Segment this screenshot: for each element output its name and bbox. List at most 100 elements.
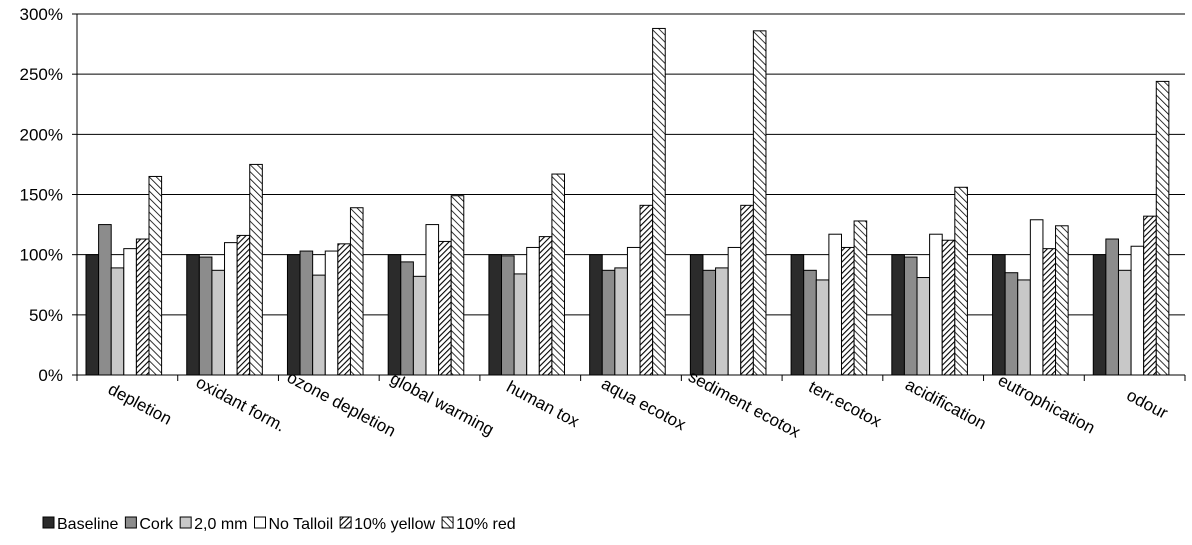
bar-cork — [299, 250, 314, 376]
bar-2-0-mm — [1117, 269, 1132, 376]
bar-10-red — [853, 220, 868, 376]
legend-label: 2,0 mm — [194, 516, 247, 533]
x-category-label: terr.ecotox — [806, 377, 885, 431]
legend-label: Cork — [139, 516, 174, 533]
y-tick-label: 50% — [29, 306, 63, 325]
bar-no-talloil — [425, 224, 440, 376]
bar-cork — [98, 224, 112, 376]
bar-baseline — [589, 254, 603, 376]
bar-no-talloil — [123, 248, 137, 376]
bar-baseline — [790, 254, 805, 376]
bar-10-red — [450, 195, 465, 376]
bar-baseline — [488, 254, 503, 376]
bar-2-0-mm — [312, 274, 326, 376]
bar-baseline — [286, 254, 301, 376]
bar-2-0-mm — [513, 273, 528, 376]
bar-10-yellow — [337, 243, 351, 376]
bar-no-talloil — [324, 250, 339, 376]
legend-swatch — [179, 516, 192, 529]
x-category-label: oxidant form. — [193, 373, 289, 436]
bar-10-yellow — [639, 204, 654, 376]
bar-baseline — [891, 254, 905, 376]
x-category-label: acidification — [902, 375, 989, 433]
bar-2-0-mm — [916, 277, 931, 376]
bar-10-yellow — [538, 236, 553, 376]
bar-2-0-mm — [1017, 279, 1031, 376]
y-tick-label: 0% — [38, 366, 63, 385]
bars — [85, 27, 1170, 376]
bar-10-yellow — [236, 234, 251, 376]
bar-baseline — [1092, 254, 1107, 376]
bar-no-talloil — [727, 246, 742, 376]
bar-2-0-mm — [815, 279, 830, 376]
y-tick-label: 300% — [20, 5, 63, 24]
bar-2-0-mm — [211, 269, 226, 376]
x-category-label: global warming — [387, 369, 497, 439]
bar-no-talloil — [626, 246, 641, 376]
axes — [72, 13, 1186, 381]
bar-10-red — [249, 163, 263, 376]
x-category-label: depletion — [105, 380, 175, 429]
bar-10-yellow — [1042, 248, 1057, 376]
bar-10-red — [551, 173, 566, 376]
bar-2-0-mm — [614, 267, 628, 376]
legend-swatch — [339, 516, 352, 529]
bar-10-red — [1155, 80, 1170, 376]
bar-10-yellow — [1143, 215, 1157, 376]
bar-no-talloil — [1130, 245, 1145, 376]
bar-no-talloil — [526, 246, 540, 376]
x-category-label: sediment ecotox — [685, 367, 804, 442]
bar-cork — [601, 269, 616, 376]
legend-label: No Talloil — [269, 516, 334, 533]
bar-cork — [702, 269, 717, 376]
legend-label: 10% red — [456, 516, 516, 533]
bar-2-0-mm — [412, 275, 427, 376]
bar-cork — [903, 256, 918, 376]
bar-2-0-mm — [715, 267, 729, 376]
bar-10-red — [148, 175, 163, 376]
bar-10-yellow — [941, 239, 956, 376]
y-tick-label: 200% — [20, 125, 63, 144]
bar-no-talloil — [224, 242, 238, 376]
legend: Baseline Cork 2,0 mm No Talloil 10% yellow 10… — [42, 516, 516, 533]
bar-no-talloil — [828, 233, 842, 376]
bar-no-talloil — [929, 233, 943, 376]
bar-baseline — [689, 254, 704, 376]
y-tick-label: 150% — [20, 186, 63, 205]
bar-baseline — [186, 254, 200, 376]
x-category-labels: depletion oxidant form.ozone depletionglo… — [105, 367, 1171, 442]
bar-10-red — [652, 27, 666, 376]
bar-baseline — [387, 254, 402, 376]
bar-10-red — [1055, 225, 1069, 376]
bar-2-0-mm — [110, 267, 125, 376]
bar-cork — [400, 261, 414, 376]
bar-10-yellow — [740, 204, 754, 376]
bar-cork — [501, 255, 515, 376]
bar-10-yellow — [438, 240, 452, 376]
x-category-label: aqua ecotox — [598, 374, 689, 434]
x-category-label: ozone depletion — [284, 368, 399, 441]
bar-cork — [198, 256, 213, 376]
x-category-label: human tox — [503, 377, 582, 431]
bar-cork — [803, 269, 817, 376]
legend-label: 10% yellow — [354, 516, 435, 533]
legend-swatch — [441, 516, 454, 529]
legend-swatch — [254, 516, 266, 529]
bar-10-yellow — [840, 246, 855, 376]
bar-cork — [1004, 272, 1019, 376]
y-tick-labels: 0% 50% 100% 150% 200% 250% 300% — [20, 5, 63, 385]
bar-10-red — [349, 207, 364, 376]
y-tick-label: 100% — [20, 246, 63, 265]
x-category-label: eutrophication — [995, 371, 1098, 438]
legend-swatch — [124, 516, 137, 529]
bar-baseline — [85, 254, 100, 376]
bar-cork — [1105, 238, 1119, 376]
y-tick-label: 250% — [20, 65, 63, 84]
bar-baseline — [992, 254, 1006, 376]
legend-swatch — [42, 516, 55, 529]
legend-label: Baseline — [57, 516, 118, 533]
x-category-label: odour — [1124, 386, 1172, 423]
bar-10-yellow — [135, 238, 150, 376]
